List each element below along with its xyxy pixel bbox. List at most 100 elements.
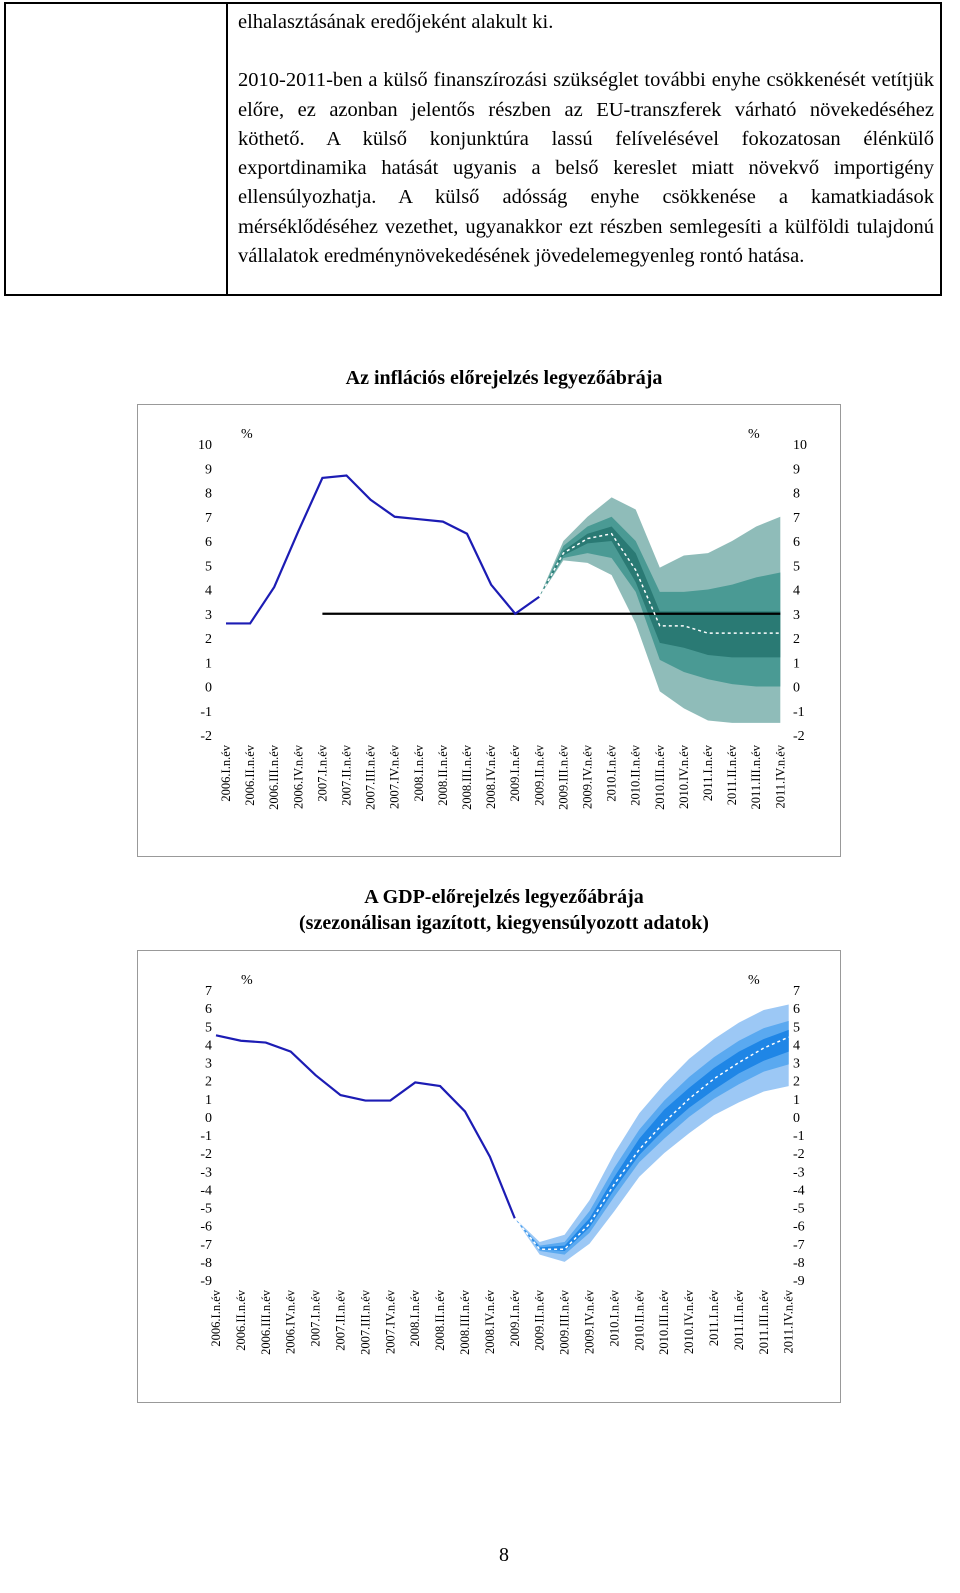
chart-frame [137,950,841,1403]
x-tick-label: 2011.III.n.év [749,744,763,809]
fan-band [539,526,781,658]
y-tick-label: 1 [205,656,212,671]
x-tick-label: 2009.I.n.év [508,744,522,801]
spacer [238,37,934,66]
y-tick-label: 5 [205,1020,212,1035]
y2-tick-label: 3 [793,608,800,623]
x-tick-label: 2007.I.n.év [309,1289,323,1346]
y-tick-label: 0 [205,1111,212,1126]
chart-subtitle: (szezonálisan igazított, kiegyensúlyozot… [299,912,709,934]
x-tick-label: 2009.III.n.év [558,1289,572,1355]
y2-unit: % [748,427,760,442]
x-tick-label: 2009.II.n.év [533,1289,547,1350]
y-tick-label: 5 [205,559,212,574]
x-tick-label: 2010.IV.n.év [677,744,691,809]
x-tick-label: 2008.III.n.év [458,1289,472,1355]
y2-tick-label: 7 [793,984,800,999]
x-tick-label: 2010.III.n.év [657,1289,671,1355]
y-tick-label: 6 [205,535,212,550]
y-tick-label: 6 [205,1002,212,1017]
x-tick-label: 2006.III.n.év [259,1289,273,1355]
y2-tick-label: 10 [793,438,807,453]
x-tick-label: 2010.I.n.év [607,1289,621,1346]
x-tick-label: 2007.III.n.év [364,744,378,810]
y2-tick-label: -9 [793,1274,805,1289]
y2-tick-label: 5 [793,1020,800,1035]
x-tick-label: 2006.II.n.év [243,744,257,805]
x-tick-label: 2011.IV.n.év [782,1289,796,1353]
y-tick-label: 9 [205,462,212,477]
y-tick-label: 10 [198,438,212,453]
y-tick-label: 4 [205,1038,212,1053]
x-tick-label: 2009.IV.n.év [581,744,595,809]
x-tick-label: 2007.IV.n.év [388,744,402,809]
y-tick-label: -1 [200,1129,212,1144]
text-line: elhalasztásának eredőjeként alakult ki. [238,11,554,33]
y-tick-label: 7 [205,984,212,999]
x-tick-label: 2007.IV.n.év [383,1289,397,1354]
x-tick-label: 2011.II.n.év [725,744,739,805]
y-tick-label: -8 [200,1256,212,1271]
y-tick-label: 0 [205,681,212,696]
line-series [215,1034,516,1219]
y2-tick-label: 7 [793,511,800,526]
x-tick-label: 2009.III.n.év [556,744,570,810]
x-tick-label: 2008.IV.n.év [484,744,498,809]
y2-tick-label: 1 [793,656,800,671]
x-tick-label: 2009.IV.n.év [583,1289,597,1354]
y2-tick-label: 2 [793,1075,800,1090]
y2-tick-label: 6 [793,1002,800,1017]
line-series [514,1036,790,1250]
chart-title: A GDP-előrejelzés legyezőábrája [364,886,644,908]
y-tick-label: -5 [200,1202,212,1217]
y2-unit: % [748,973,760,988]
y-tick-label: -2 [200,729,212,744]
y2-tick-label: 3 [793,1057,800,1072]
y-tick-label: 2 [205,632,212,647]
x-tick-label: 2008.I.n.év [412,744,426,801]
x-tick-label: 2009.I.n.év [508,1289,522,1346]
text-box: elhalasztásának eredőjeként alakult ki. … [4,2,942,296]
y2-tick-label: -6 [793,1220,805,1235]
y2-tick-label: 1 [793,1093,800,1108]
x-tick-label: 2010.III.n.év [653,744,667,810]
x-tick-label: 2006.I.n.év [219,744,233,801]
y-tick-label: 1 [205,1093,212,1108]
column-divider [226,4,228,294]
y-unit: % [241,427,253,442]
y2-tick-label: 9 [793,462,800,477]
y-tick-label: 3 [205,608,212,623]
y-tick-label: -1 [200,705,212,720]
x-tick-label: 2010.II.n.év [629,744,643,805]
x-tick-label: 2011.III.n.év [757,1289,771,1354]
y2-tick-label: 4 [793,584,800,599]
chart-title: Az inflációs előrejelzés legyezőábrája [345,367,663,389]
x-tick-label: 2008.II.n.év [433,1289,447,1350]
y2-tick-label: -8 [793,1256,805,1271]
y-unit: % [241,973,253,988]
y-tick-label: -7 [200,1238,212,1253]
x-tick-label: 2010.IV.n.év [682,1289,696,1354]
x-tick-label: 2007.II.n.év [340,744,354,805]
y-tick-label: 2 [205,1075,212,1090]
chart-frame [137,404,841,857]
x-tick-label: 2008.IV.n.év [483,1289,497,1354]
x-tick-label: 2006.IV.n.év [291,744,305,809]
y2-tick-label: -7 [793,1238,805,1253]
x-tick-label: 2010.I.n.év [605,744,619,801]
body-text: elhalasztásának eredőjeként alakult ki. … [238,8,934,271]
y2-tick-label: 0 [793,681,800,696]
x-tick-label: 2007.II.n.év [334,1289,348,1350]
y-tick-label: -4 [200,1183,212,1198]
x-tick-label: 2010.II.n.év [632,1289,646,1350]
y-tick-label: -9 [200,1274,212,1289]
x-tick-label: 2007.III.n.év [358,1289,372,1355]
x-tick-label: 2011.I.n.év [701,744,715,801]
chart: -9 -9 -8 -8 -7 -7 -6 -6 -5 -5 -4 -4 -3 -3 -2 -2 -1 -1 0 0 1 1… [137,950,841,1403]
y2-tick-label: -3 [793,1165,805,1180]
y2-tick-label: -5 [793,1202,805,1217]
x-tick-label: 2011.IV.n.év [773,744,787,808]
y2-tick-label: 6 [793,535,800,550]
y-tick-label: -3 [200,1165,212,1180]
y2-tick-label: -2 [793,729,805,744]
